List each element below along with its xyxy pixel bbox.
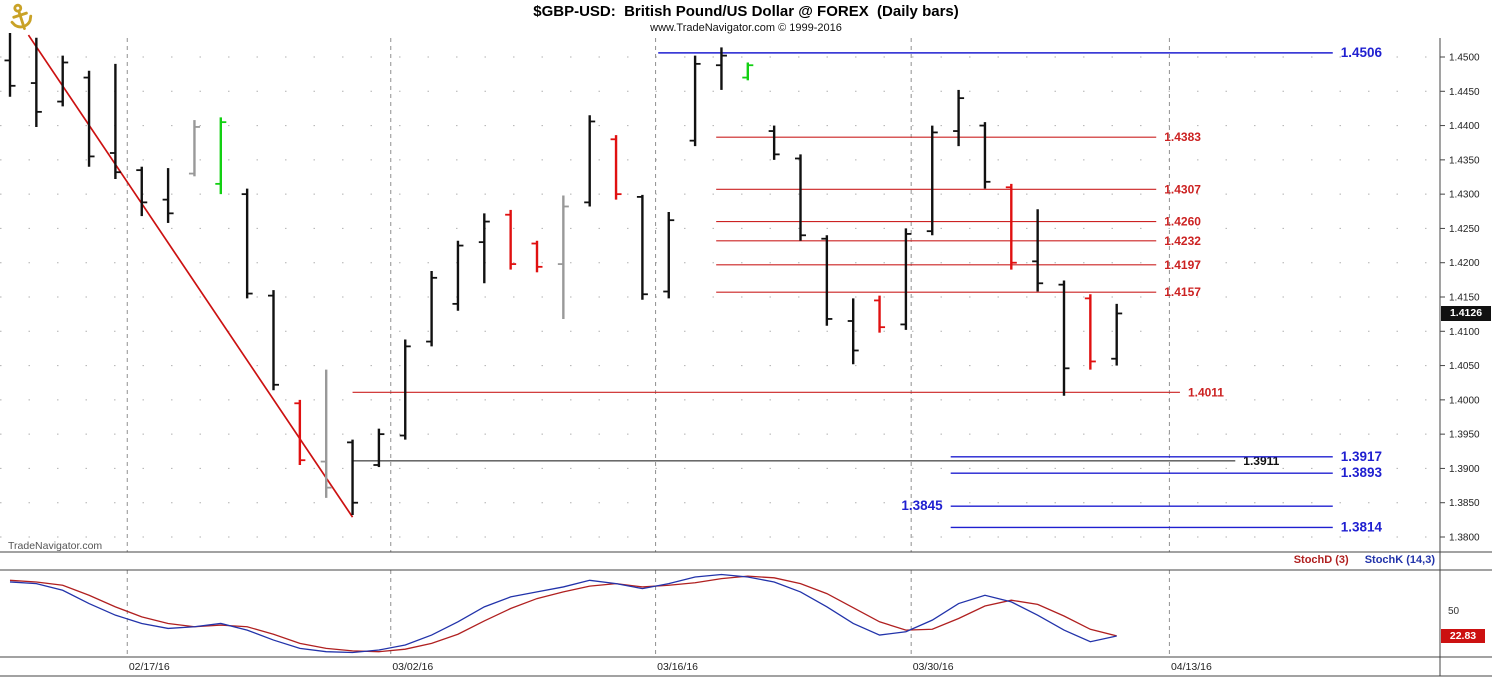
level-label-1.3911: 1.3911: [1243, 454, 1279, 468]
price-axis-label: 1.4300: [1449, 190, 1480, 201]
price-axis-label: 1.4450: [1449, 87, 1480, 98]
stochk-line: [9, 573, 1117, 654]
x-axis-date-label: 02/17/16: [129, 661, 170, 673]
level-label-1.3845: 1.3845: [901, 498, 943, 513]
level-label-1.3917: 1.3917: [1341, 449, 1382, 464]
price-axis-label: 1.4200: [1449, 258, 1480, 269]
level-label-1.4383: 1.4383: [1164, 130, 1201, 144]
price-axis-label: 1.4250: [1449, 224, 1480, 235]
level-label-1.3893: 1.3893: [1341, 465, 1383, 480]
level-label-1.3814: 1.3814: [1341, 519, 1383, 534]
level-label-1.4260: 1.4260: [1164, 215, 1201, 229]
level-label-1.4011: 1.4011: [1188, 385, 1224, 399]
level-label-1.4232: 1.4232: [1164, 234, 1201, 248]
level-label-1.4157: 1.4157: [1164, 285, 1201, 299]
stoch-current-value-badge: 22.83: [1441, 629, 1485, 643]
price-axis-label: 1.3950: [1449, 430, 1480, 441]
x-axis-date-label: 04/13/16: [1171, 661, 1212, 673]
price-axis-label: 1.4150: [1449, 293, 1480, 304]
trendline[interactable]: [27, 34, 354, 518]
level-label-1.4506: 1.4506: [1341, 45, 1383, 60]
stochk-legend-label[interactable]: StochK (14,3): [1364, 554, 1435, 566]
watermark-label: TradeNavigator.com: [8, 540, 103, 552]
trade-navigator-anchor-logo-icon[interactable]: [5, 2, 37, 34]
chart-copyright: www.TradeNavigator.com © 1999-2016: [650, 22, 842, 34]
price-axis-label: 1.3800: [1449, 533, 1480, 544]
level-label-1.4307: 1.4307: [1164, 182, 1201, 196]
x-axis-date-label: 03/16/16: [657, 661, 698, 673]
price-axis-label: 1.4500: [1449, 53, 1480, 64]
price-axis-label: 1.4350: [1449, 155, 1480, 166]
current-price-badge: 1.4126: [1441, 306, 1491, 321]
price-axis-label: 1.4050: [1449, 361, 1480, 372]
price-axis-label: 1.3900: [1449, 464, 1480, 475]
stochd-legend-label[interactable]: StochD (3): [1293, 554, 1349, 566]
chart-title: $GBP-USD: British Pound/US Dollar @ FORE…: [533, 3, 959, 20]
price-axis-label: 1.4000: [1449, 395, 1480, 406]
x-axis-date-label: 03/02/16: [392, 661, 433, 673]
price-axis-label: 1.3850: [1449, 498, 1480, 509]
x-axis-date-label: 03/30/16: [913, 661, 954, 673]
anchor-icon: [10, 3, 33, 30]
price-axis-label: 1.4400: [1449, 121, 1480, 132]
level-label-1.4197: 1.4197: [1164, 258, 1201, 272]
stoch-midline-label: 50: [1448, 606, 1460, 617]
price-axis-label: 1.4100: [1449, 327, 1480, 338]
indicator-legend: StochD (3) StochK (14,3): [0, 554, 1435, 566]
